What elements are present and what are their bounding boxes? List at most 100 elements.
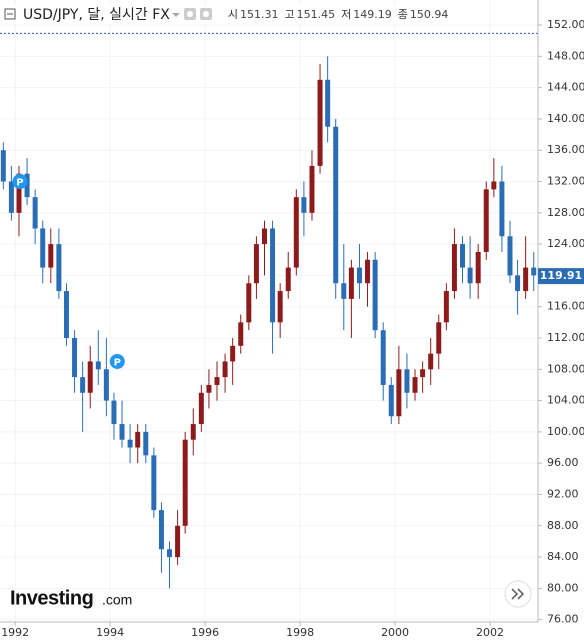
candle-body — [451, 244, 457, 292]
candle-body — [87, 361, 93, 393]
candle-body — [309, 165, 315, 213]
scroll-button[interactable] — [504, 580, 532, 608]
candle-body — [63, 291, 69, 338]
candle-body — [499, 181, 505, 237]
grid — [0, 0, 538, 622]
y-tick-label: 80.00 — [547, 581, 579, 594]
ohlc-label: 종 — [397, 8, 408, 21]
candle-body — [253, 244, 259, 284]
ohlc-label: 저 — [341, 8, 352, 21]
candle-body — [182, 439, 188, 526]
y-tick-label: 124.00 — [547, 237, 584, 250]
candle-body — [341, 283, 347, 299]
axes: 76.00 80.00 84.00 88.00 92.00 96.00 100.00 104.… — [1, 18, 584, 639]
brand-suffix: .com — [102, 592, 132, 608]
candle-body — [301, 197, 307, 213]
candle-body — [412, 377, 418, 393]
candle-body — [24, 173, 30, 198]
settings-icons[interactable] — [182, 6, 216, 22]
candle-body — [356, 267, 362, 284]
ohlc-label: 시 — [227, 8, 238, 21]
candle-body — [214, 377, 220, 385]
plot: PP — [0, 56, 537, 589]
candle-body — [388, 384, 394, 417]
candle-body — [372, 259, 378, 331]
y-tick-label: 76.00 — [547, 613, 579, 626]
header: USD/JPY, 달, 실시간 FX 시 151.31 고 151.45 저 149.19… — [0, 4, 455, 24]
candle-body — [40, 228, 46, 268]
candle-body — [428, 353, 434, 370]
candle-body — [293, 197, 299, 268]
candle-body — [365, 259, 371, 284]
candle-body — [95, 361, 101, 370]
candle-body — [80, 377, 86, 393]
candle-body — [285, 267, 291, 292]
candle-body — [72, 337, 78, 378]
candle-body — [261, 228, 267, 245]
candle-body — [127, 439, 133, 448]
candle-body — [270, 228, 276, 323]
candle-body — [333, 126, 339, 284]
candle-body — [420, 369, 426, 378]
candle-body — [151, 455, 157, 511]
ohlc-value: 149.19 — [353, 8, 392, 21]
x-tick-label: 2002 — [476, 626, 504, 639]
candle-body — [380, 330, 386, 385]
y-tick-label: 128.00 — [547, 206, 584, 219]
y-tick-label: 100.00 — [547, 425, 584, 438]
candle-body — [8, 181, 14, 213]
candle-body — [436, 322, 442, 354]
event-marker-dot — [109, 353, 125, 369]
y-tick-label: 88.00 — [547, 519, 579, 532]
candle-body — [103, 369, 109, 401]
candle-body — [238, 322, 244, 346]
candle-body — [317, 79, 323, 166]
candle-body — [111, 400, 117, 425]
candle-body — [246, 283, 252, 323]
candle-body — [483, 189, 489, 252]
candle-body — [491, 181, 497, 190]
candle-body — [396, 369, 402, 417]
candle-body — [119, 424, 125, 440]
ohlc-value: 150.94 — [409, 8, 449, 21]
event-marker[interactable]: P — [12, 174, 28, 190]
x-tick-label: 1994 — [96, 626, 124, 639]
ohlc-value: 151.31 — [240, 8, 279, 21]
candle-body — [531, 267, 537, 276]
candle-body — [167, 549, 173, 558]
y-tick-label: 108.00 — [547, 362, 584, 375]
candle-body — [404, 369, 410, 393]
y-tick-label: 84.00 — [547, 550, 579, 563]
candle-body — [467, 267, 473, 284]
candle-body — [198, 392, 204, 425]
candle-body — [507, 236, 513, 276]
candle-body — [56, 244, 62, 292]
y-tick-label: 112.00 — [547, 331, 584, 344]
candle-body — [348, 267, 354, 299]
y-tick-label: 148.00 — [547, 49, 584, 62]
candle-body — [222, 361, 228, 378]
x-tick-label: 2000 — [381, 626, 409, 639]
candle-body — [0, 150, 6, 182]
y-tick-label: 92.00 — [547, 487, 579, 500]
y-tick-label: 152.00 — [547, 18, 584, 31]
y-tick-label: 96.00 — [547, 456, 579, 469]
candle-body — [32, 197, 38, 229]
ohlc-label: 고 — [284, 8, 295, 21]
candle-body — [230, 345, 236, 362]
y-tick-label: 144.00 — [547, 81, 584, 94]
candle-body — [16, 173, 22, 213]
event-marker[interactable]: P — [109, 353, 125, 369]
logo: Investing .com — [10, 587, 132, 609]
candle-body — [48, 244, 54, 268]
event-marker-label: P — [16, 178, 23, 189]
ohlc-value: 151.45 — [296, 8, 336, 21]
brand-name: Investing — [10, 587, 93, 609]
scroll-icon — [511, 588, 525, 600]
candle-body — [190, 424, 196, 440]
y-tick-label: 136.00 — [547, 143, 584, 156]
collapse-icon[interactable] — [3, 6, 19, 22]
dropdown-icon[interactable] — [170, 6, 182, 22]
